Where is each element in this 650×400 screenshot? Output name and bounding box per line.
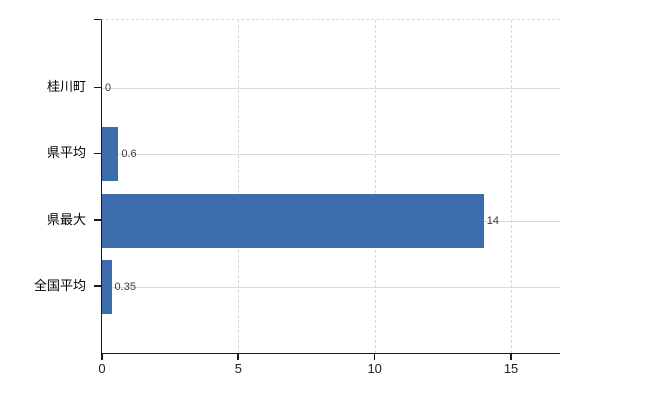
category-label: 桂川町	[46, 79, 86, 95]
v-gridline	[511, 20, 513, 353]
category-label: 県平均	[46, 145, 86, 161]
y-axis-tick	[94, 152, 101, 155]
bar	[102, 193, 484, 248]
x-axis-tick	[373, 353, 376, 360]
bar-value-label: 0.6	[121, 148, 137, 161]
v-gridline	[374, 20, 376, 353]
x-axis-tick-label: 5	[234, 361, 242, 376]
bar-value-label: 0.35	[114, 280, 136, 293]
category-label: 県最大	[46, 211, 86, 227]
h-gridline	[102, 286, 560, 288]
y-axis-top-tick	[94, 18, 101, 20]
x-axis-tick	[237, 353, 239, 360]
h-gridline	[102, 88, 560, 90]
x-axis-tick	[510, 353, 512, 360]
bar	[102, 259, 112, 314]
bar-value-label: 0	[105, 82, 112, 95]
y-axis-tick	[94, 86, 101, 89]
bar-value-label: 14	[486, 214, 500, 227]
x-axis-tick-label: 0	[98, 361, 106, 376]
y-axis-tick	[94, 285, 101, 287]
plot-area: 0 0.6 14 0.35	[101, 19, 560, 354]
x-axis-tick-label: 10	[367, 361, 382, 376]
x-axis-tick	[101, 353, 103, 360]
x-axis-tick-label: 15	[503, 361, 519, 376]
v-gridline	[238, 20, 240, 353]
category-label: 全国平均	[33, 277, 86, 293]
y-axis-tick	[94, 219, 101, 221]
h-gridline	[102, 154, 560, 156]
bar	[102, 127, 119, 182]
